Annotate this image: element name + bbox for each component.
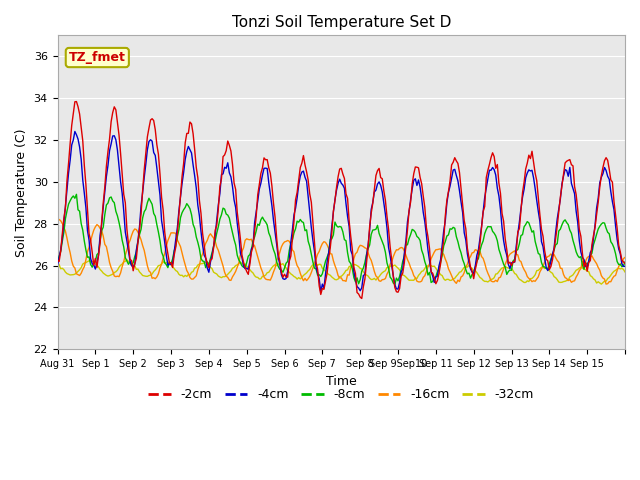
X-axis label: Time: Time: [326, 374, 356, 388]
Text: TZ_fmet: TZ_fmet: [69, 51, 125, 64]
Title: Tonzi Soil Temperature Set D: Tonzi Soil Temperature Set D: [232, 15, 451, 30]
Y-axis label: Soil Temperature (C): Soil Temperature (C): [15, 128, 28, 257]
Legend: -2cm, -4cm, -8cm, -16cm, -32cm: -2cm, -4cm, -8cm, -16cm, -32cm: [143, 383, 540, 406]
